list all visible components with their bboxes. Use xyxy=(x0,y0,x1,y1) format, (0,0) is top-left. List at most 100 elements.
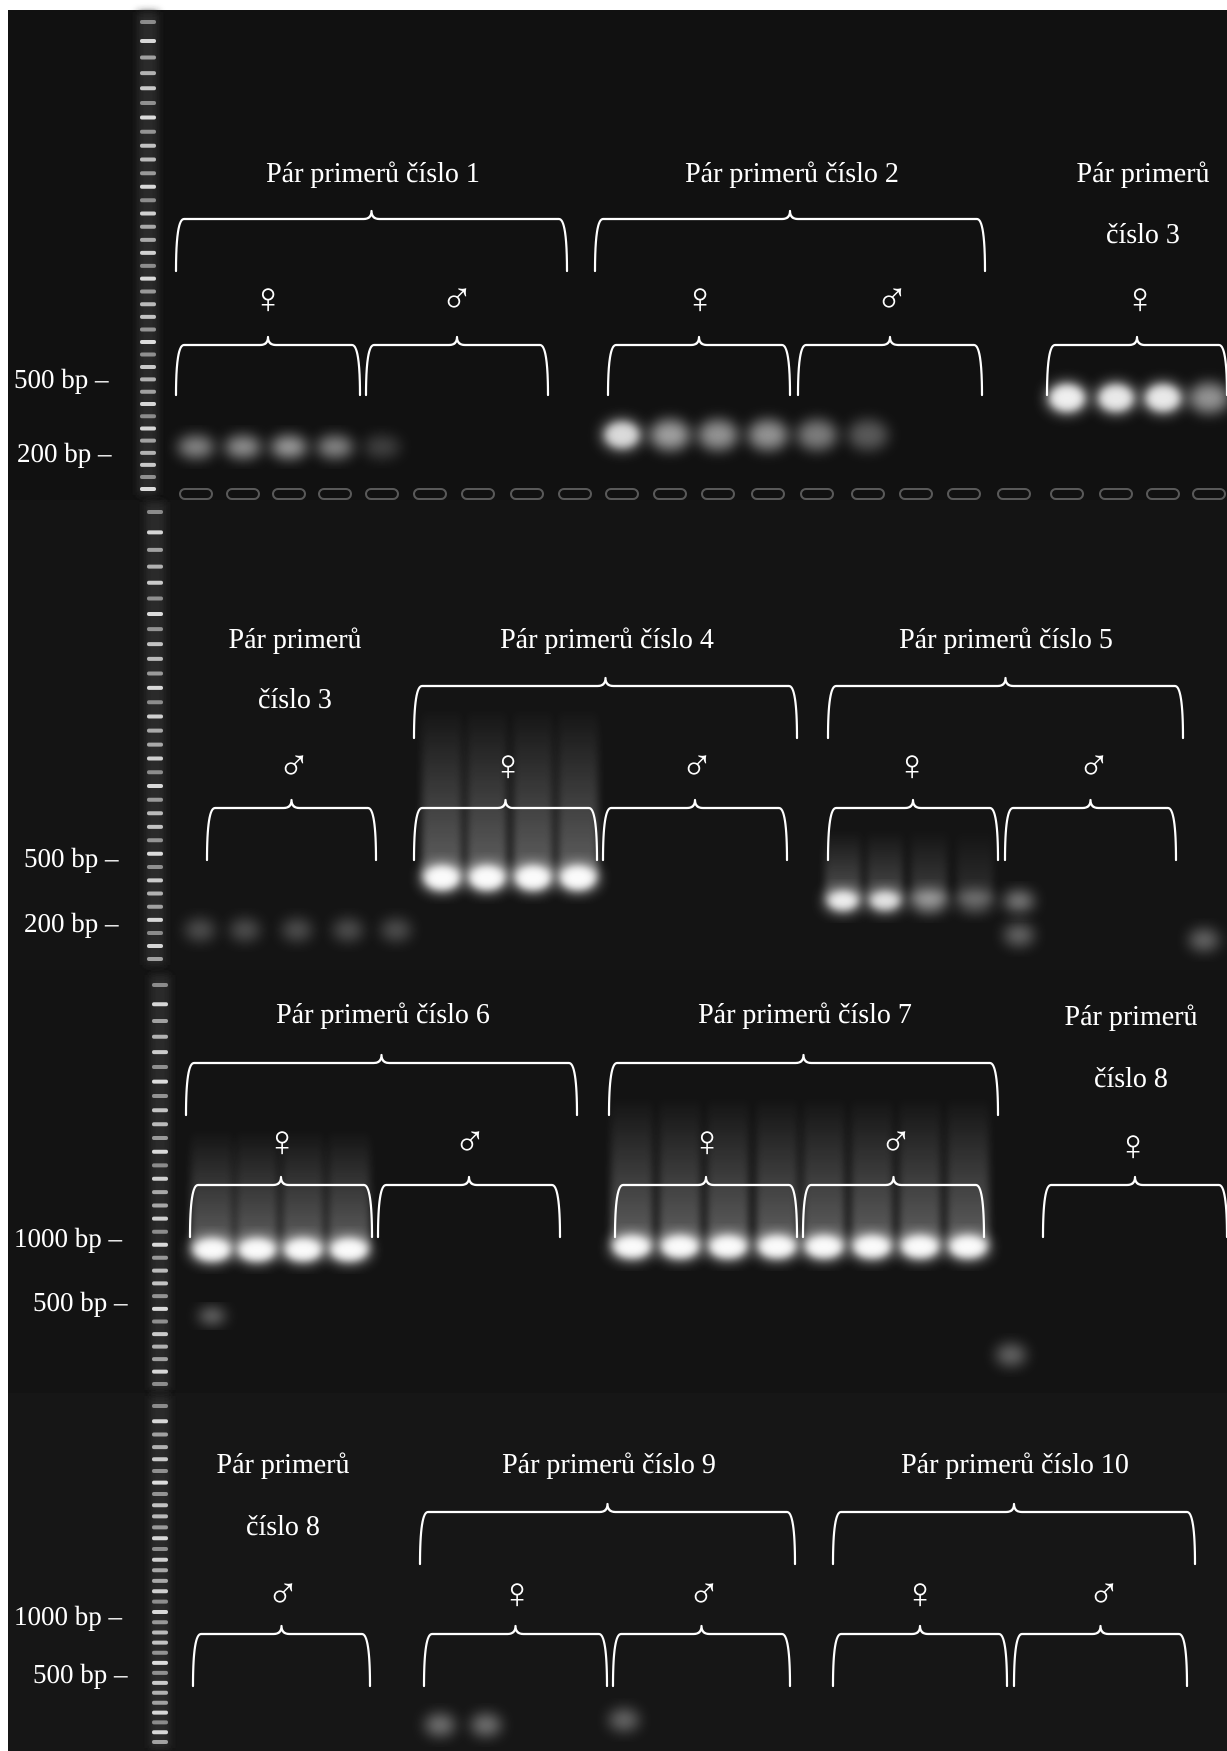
ladder-band xyxy=(140,289,156,294)
dna-band xyxy=(1189,929,1219,951)
ladder-band xyxy=(152,1720,168,1725)
ladder-band xyxy=(152,1492,168,1497)
ladder-band xyxy=(140,487,156,491)
band-smear xyxy=(947,1097,989,1247)
curly-brace xyxy=(613,1175,799,1239)
gel-well xyxy=(365,488,399,500)
dna-band xyxy=(230,919,260,941)
ladder-band xyxy=(152,1525,168,1530)
dna-band-core xyxy=(195,1241,229,1259)
curly-brace xyxy=(601,798,789,862)
dna-band xyxy=(178,436,214,458)
gel-well xyxy=(179,488,213,500)
ladder-band xyxy=(147,878,163,883)
ladder-band xyxy=(152,1306,168,1311)
ladder-band xyxy=(152,1229,168,1234)
dna-band xyxy=(185,919,215,941)
dna-band xyxy=(364,436,400,458)
ladder-band xyxy=(147,627,163,632)
ladder-band xyxy=(152,1730,168,1735)
ladder-band xyxy=(147,671,163,676)
ladder-band xyxy=(147,838,163,843)
gel-well xyxy=(997,488,1031,500)
ladder-band xyxy=(152,1640,168,1645)
female-symbol: ♀ xyxy=(904,1569,937,1618)
ladder-band xyxy=(140,171,156,176)
group-title: číslo 3 xyxy=(258,684,332,715)
ladder-band xyxy=(140,211,156,216)
gel-well xyxy=(947,488,981,500)
dna-band xyxy=(957,890,993,912)
band-smear xyxy=(513,708,553,878)
male-symbol: ♂ xyxy=(441,274,474,323)
ladder-band xyxy=(152,1255,168,1260)
female-symbol: ♀ xyxy=(1124,274,1157,323)
ladder-band xyxy=(147,851,163,856)
ladder-band xyxy=(147,580,163,585)
ladder-band xyxy=(152,1136,168,1141)
ladder-band xyxy=(152,1578,168,1583)
group-title: Pár primerů číslo 10 xyxy=(901,1449,1129,1480)
group-title: číslo 3 xyxy=(1106,219,1180,250)
group-title: číslo 8 xyxy=(246,1511,320,1542)
gel-well xyxy=(701,488,735,500)
dna-band-core xyxy=(562,868,594,888)
dna-band-core xyxy=(286,1241,320,1259)
ladder-band xyxy=(140,302,156,307)
ladder-band xyxy=(140,101,156,106)
group-braces xyxy=(174,209,1227,1688)
ladder-band xyxy=(147,811,163,816)
band-smear xyxy=(659,1097,701,1247)
gel-well xyxy=(510,488,544,500)
group-title: Pár primerů číslo 2 xyxy=(685,158,899,189)
dna-band xyxy=(317,436,353,458)
ladder-band xyxy=(147,930,163,935)
band-smear xyxy=(328,1130,370,1250)
curly-brace xyxy=(796,335,984,397)
curly-brace xyxy=(611,1624,792,1688)
ladder-band xyxy=(152,1294,168,1299)
gel-well xyxy=(899,488,933,500)
gel-well xyxy=(1192,488,1226,500)
ladder-band xyxy=(152,1094,168,1099)
band-smear xyxy=(611,1097,653,1247)
ladder-band xyxy=(152,1557,168,1562)
dna-band-core xyxy=(711,1238,745,1256)
ladder-band xyxy=(152,1547,168,1552)
curly-brace xyxy=(184,1053,579,1117)
ladder-band xyxy=(152,1432,168,1437)
curly-brace xyxy=(593,209,987,273)
band-smear xyxy=(825,831,861,901)
male-symbol: ♂ xyxy=(1088,1569,1121,1618)
ladder-band xyxy=(147,611,163,616)
ladder-lane xyxy=(150,975,170,1390)
ladder-band xyxy=(152,1163,168,1168)
ladder-band xyxy=(147,700,163,705)
group-title: Pár primerů číslo 7 xyxy=(698,999,912,1030)
dna-band-core xyxy=(517,868,549,888)
curly-brace xyxy=(801,1175,986,1239)
labels: 500 bp – 200 bp – Pár primerů číslo 1 Pá… xyxy=(14,158,1209,1689)
ladder-band xyxy=(152,1609,168,1614)
dna-band-core xyxy=(855,1238,889,1256)
dna-band xyxy=(271,436,307,458)
band-smear xyxy=(558,708,598,878)
curly-brace xyxy=(191,1624,372,1688)
ladder-band xyxy=(152,1122,168,1127)
ladder-band xyxy=(152,1203,168,1208)
ladder-band xyxy=(147,824,163,829)
band-smear xyxy=(467,708,507,878)
dna-band-core xyxy=(471,868,503,888)
curly-brace xyxy=(831,1502,1197,1566)
ladder-band xyxy=(152,1503,168,1508)
group-title: Pár primerů xyxy=(1065,1001,1198,1032)
dna-band xyxy=(333,919,363,941)
dna-band-core xyxy=(903,1238,937,1256)
ladder-band xyxy=(152,1419,168,1424)
curly-brace xyxy=(364,335,550,397)
gel-well xyxy=(272,488,306,500)
female-symbol: ♀ xyxy=(501,1569,534,1618)
ladder-band xyxy=(147,784,163,789)
ladder-band xyxy=(140,462,156,467)
curly-brace xyxy=(1041,1175,1227,1239)
